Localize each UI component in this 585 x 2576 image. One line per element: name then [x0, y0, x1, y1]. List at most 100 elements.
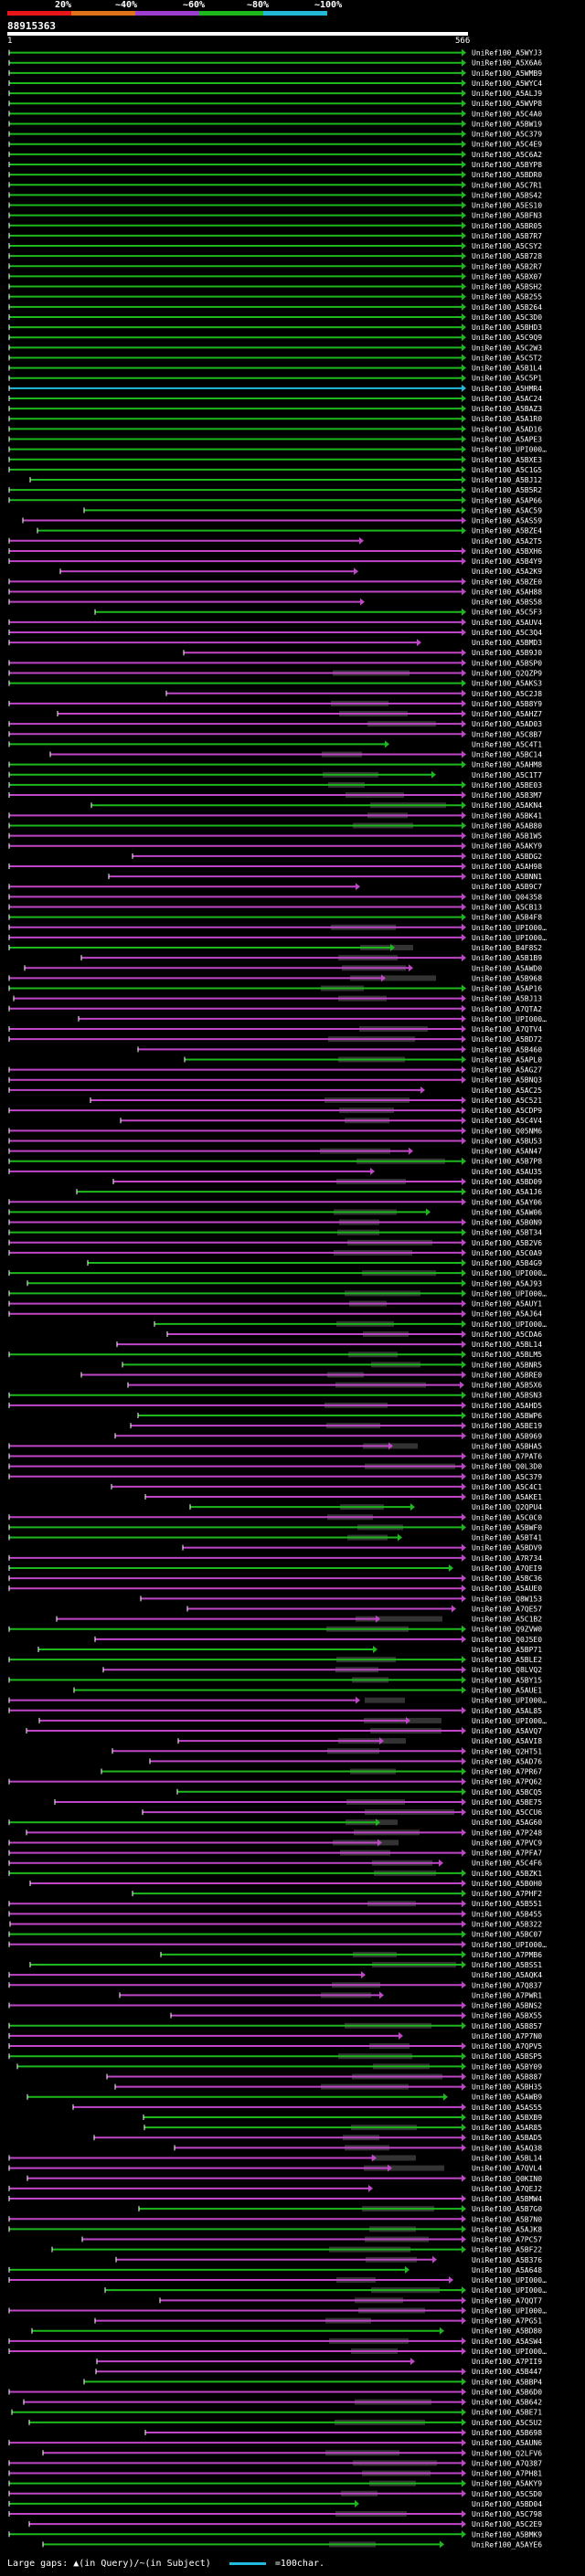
hit-label[interactable]: UniRef100_A5AD03	[472, 720, 542, 728]
hit-label[interactable]: UniRef100_A5AKY9	[472, 2480, 542, 2488]
hit-label[interactable]: UniRef100_A7P7N0	[472, 2032, 542, 2041]
hit-row[interactable]: UniRef100_A5BY09	[16, 2062, 542, 2071]
hit-label[interactable]: UniRef100_A5B9C7	[472, 883, 542, 891]
hit-row[interactable]: UniRef100_A5BC14	[49, 750, 542, 759]
hit-row[interactable]: UniRef100_A7PII9	[96, 2358, 542, 2366]
hit-label[interactable]: UniRef100_A5AKN4	[472, 801, 542, 810]
hit-row[interactable]: UniRef100_A5BYP8	[8, 160, 542, 169]
hit-row[interactable]: UniRef100_Q2QZP9	[8, 669, 542, 678]
hit-label[interactable]: UniRef100_Q04358	[472, 893, 542, 901]
hit-label[interactable]: UniRef100_A5BSN3	[472, 1392, 542, 1400]
hit-label[interactable]: UniRef100_A5AC59	[472, 506, 542, 514]
hit-label[interactable]: UniRef100_A7P248	[472, 1829, 542, 1837]
hit-label[interactable]: UniRef100_Q05NM6	[472, 1127, 542, 1135]
hit-label[interactable]: UniRef100_A5A2K9	[472, 567, 542, 576]
hit-row[interactable]: UniRef100_A5AJK8	[8, 2225, 542, 2233]
hit-label[interactable]: UniRef100_A5C3D0	[472, 313, 542, 322]
hit-label[interactable]: UniRef100_A5C4C1	[472, 1483, 542, 1491]
hit-label[interactable]: UniRef100_A7PR67	[472, 1768, 542, 1776]
hit-label[interactable]: UniRef100_A5B728	[472, 252, 542, 260]
hit-row[interactable]: UniRef100_B4F8S2	[8, 944, 542, 952]
hit-label[interactable]: UniRef100_A5CB13	[472, 903, 542, 911]
hit-label[interactable]: UniRef100_A5C6A2	[472, 151, 542, 159]
hit-row[interactable]: UniRef100_A5AHM8	[8, 760, 542, 769]
hit-row[interactable]: UniRef100_A5BC07	[8, 1930, 542, 1939]
hit-label[interactable]: UniRef100_A5B0N9	[472, 1219, 542, 1227]
hit-label[interactable]: UniRef100_A5AUV4	[472, 619, 542, 627]
hit-label[interactable]: UniRef100_A5AVQ7	[472, 1727, 542, 1735]
hit-label[interactable]: UniRef100_A5C1T7	[472, 771, 542, 779]
hit-label[interactable]: UniRef100_A5AQK4	[472, 1971, 542, 1979]
hit-row[interactable]: UniRef100_A5B447	[95, 2368, 542, 2376]
hit-row[interactable]: UniRef100_A5AP66	[8, 496, 542, 504]
hit-label[interactable]: UniRef100_B4F8S2	[472, 944, 542, 952]
hit-row[interactable]: UniRef100_A5B6D0	[8, 2388, 542, 2396]
hit-row[interactable]: UniRef100_A5BZE4	[37, 526, 542, 535]
hit-row[interactable]: UniRef100_Q2QPU4	[189, 1503, 542, 1511]
hit-label[interactable]: UniRef100_A5AHD5	[472, 1402, 542, 1410]
hit-row[interactable]: UniRef100_A5AH98	[8, 862, 542, 871]
hit-label[interactable]: UniRef100_A5BYP8	[472, 161, 542, 169]
hit-label[interactable]: UniRef100_A5BSP0	[472, 659, 542, 667]
hit-label[interactable]: UniRef100_A5C1G5	[472, 466, 542, 474]
hit-label[interactable]: UniRef100_A5BH35	[472, 2083, 542, 2092]
hit-row[interactable]: UniRef100_A5BAD5	[93, 2134, 542, 2142]
hit-row[interactable]: UniRef100_A5C2J8	[165, 689, 542, 698]
hit-row[interactable]: UniRef100_A5AW06	[8, 1208, 542, 1216]
hit-label[interactable]: UniRef100_A5AKE1	[472, 1493, 542, 1501]
hit-row[interactable]: UniRef100_A5B322	[9, 1920, 542, 1929]
hit-label[interactable]: UniRef100_A5B7R7	[472, 232, 542, 240]
hit-label[interactable]: UniRef100_A5BR05	[472, 222, 542, 230]
hit-label[interactable]: UniRef100_A7QEJ2	[472, 2185, 542, 2193]
hit-label[interactable]: UniRef100_A5B0H0	[472, 1880, 542, 1888]
hit-label[interactable]: UniRef100_A5BMK9	[472, 2530, 542, 2539]
hit-row[interactable]: UniRef100_A5AD03	[8, 720, 542, 728]
hit-row[interactable]: UniRef100_A5B968	[8, 974, 542, 982]
hit-label[interactable]: UniRef100_A5BSH2	[472, 283, 542, 292]
hit-row[interactable]: UniRef100_A5C7R1	[8, 181, 542, 189]
hit-label[interactable]: UniRef100_A5BDR0	[472, 171, 542, 179]
hit-label[interactable]: UniRef100_A5AU35	[472, 1168, 542, 1176]
hit-row[interactable]: UniRef100_A5B887	[106, 2072, 542, 2081]
hit-row[interactable]: UniRef100_A5B5R2	[8, 486, 542, 494]
hit-label[interactable]: UniRef100_A5BNR5	[472, 1361, 542, 1369]
hit-label[interactable]: UniRef100_A5B887	[472, 2072, 542, 2081]
hit-row[interactable]: UniRef100_A5CDA6	[166, 1330, 542, 1339]
hit-row[interactable]: UniRef100_UPI000…	[8, 2306, 547, 2315]
hit-row[interactable]: UniRef100_A5B7G0	[138, 2205, 542, 2213]
hit-label[interactable]: UniRef100_A7R734	[472, 1554, 542, 1563]
hit-label[interactable]: UniRef100_UPI000…	[472, 446, 547, 454]
hit-label[interactable]: UniRef100_A5BT41	[472, 1534, 542, 1542]
hit-label[interactable]: UniRef100_A5AUN6	[472, 2439, 542, 2447]
hit-label[interactable]: UniRef100_A5B4G9	[472, 1259, 542, 1267]
hit-label[interactable]: UniRef100_A5AL85	[472, 1707, 542, 1715]
hit-label[interactable]: UniRef100_A5C4F6	[472, 1860, 542, 1868]
hit-row[interactable]: UniRef100_A5BSS1	[29, 1961, 542, 1969]
hit-label[interactable]: UniRef100_A7Q387	[472, 2459, 542, 2467]
hit-label[interactable]: UniRef100_A5C5P1	[472, 375, 542, 383]
hit-label[interactable]: UniRef100_A5AJ93	[472, 1279, 542, 1288]
hit-row[interactable]: UniRef100_A5B642	[23, 2398, 542, 2407]
hit-label[interactable]: UniRef100_A5AHZ7	[472, 710, 542, 718]
hit-label[interactable]: UniRef100_A5AD76	[472, 1757, 542, 1765]
hit-label[interactable]: UniRef100_UPI000…	[472, 1289, 547, 1298]
hit-label[interactable]: UniRef100_A5C8B7	[472, 730, 542, 738]
hit-label[interactable]: UniRef100_A5A2T5	[472, 537, 542, 546]
hit-row[interactable]: UniRef100_A7PR67	[101, 1767, 542, 1776]
hit-row[interactable]: UniRef100_A5BZE0	[8, 578, 542, 586]
hit-row[interactable]: UniRef100_A5C4F6	[8, 1859, 542, 1868]
hit-label[interactable]: UniRef100_A7PII9	[472, 2358, 542, 2366]
hit-label[interactable]: UniRef100_UPI000…	[472, 934, 547, 942]
hit-row[interactable]: UniRef100_A5BAZ3	[8, 405, 542, 413]
hit-row[interactable]: UniRef100_Q05NM6	[8, 1127, 542, 1135]
hit-row[interactable]: UniRef100_A7P7N0	[8, 2031, 542, 2041]
hit-label[interactable]: UniRef100_Q8W153	[472, 1595, 542, 1603]
hit-row[interactable]: UniRef100_A5C6A2	[8, 150, 542, 159]
hit-label[interactable]: UniRef100_A5BAD5	[472, 2134, 542, 2142]
hit-label[interactable]: UniRef100_A5BSP5	[472, 2052, 542, 2061]
hit-row[interactable]: UniRef100_A5B4F8	[8, 913, 542, 922]
hit-row[interactable]: UniRef100_A5BDV9	[182, 1543, 542, 1553]
hit-row[interactable]: UniRef100_Q8LVQ2	[102, 1666, 542, 1674]
hit-row[interactable]: UniRef100_A5C1B2	[56, 1615, 542, 1624]
hit-label[interactable]: UniRef100_A5C3Q4	[472, 629, 542, 637]
